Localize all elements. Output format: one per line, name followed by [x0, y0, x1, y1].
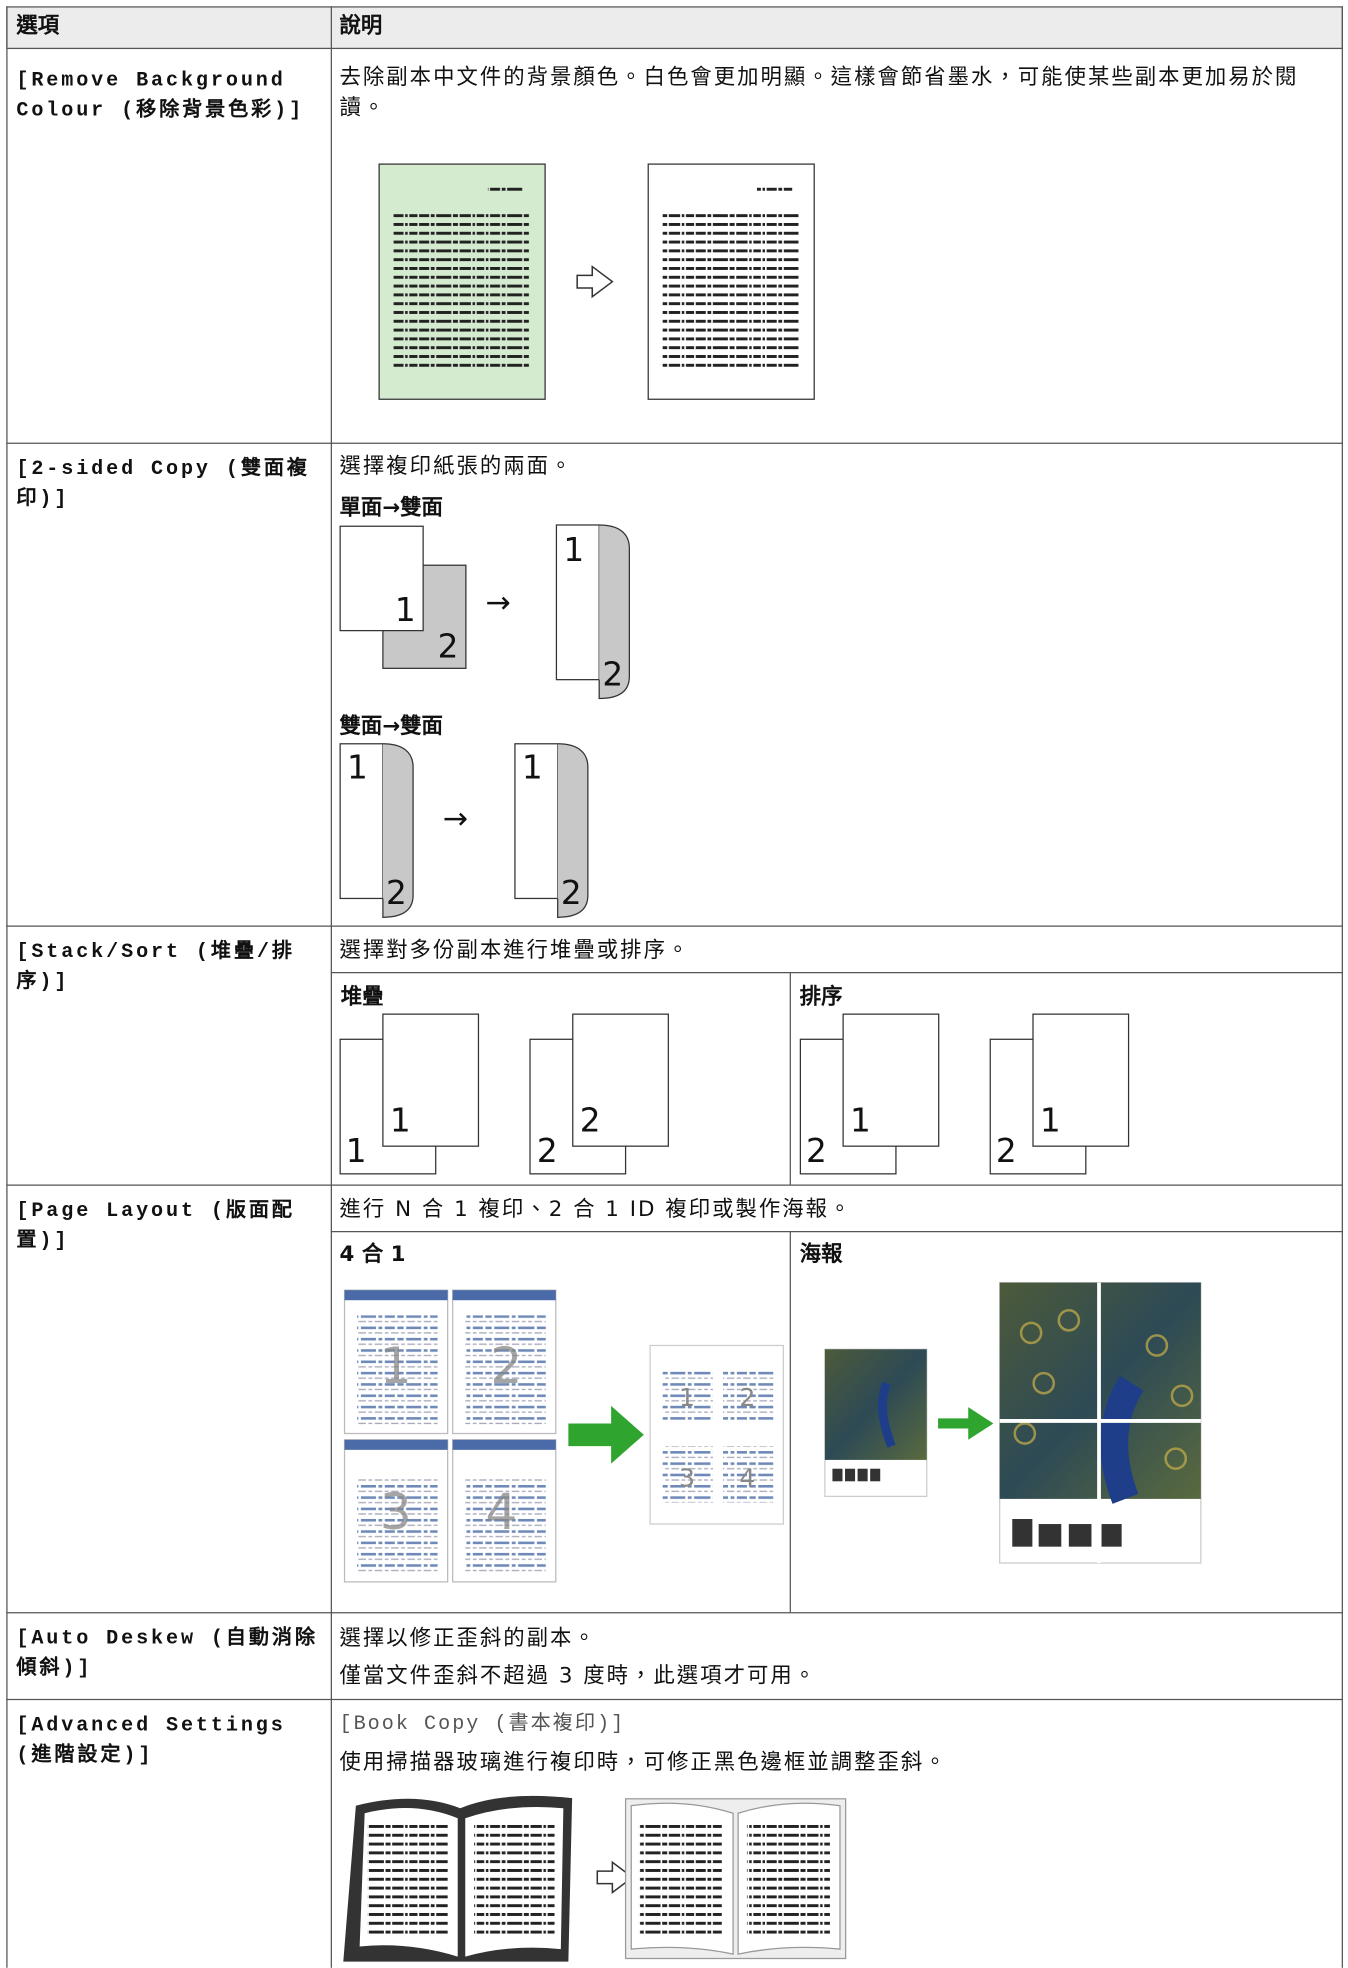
- page-number: 1: [390, 1102, 411, 1140]
- page-number: 2: [537, 1132, 558, 1170]
- description: 去除副本中文件的背景顏色。白色會更加明顯。這樣會節省墨水，可能使某些副本更加易於…: [339, 65, 1299, 121]
- page-number: 2: [386, 874, 407, 912]
- page-number: 1: [347, 748, 368, 786]
- page-number: 1: [563, 531, 584, 569]
- header-description: 說明: [339, 13, 383, 39]
- poster-figure: [824, 1281, 1202, 1564]
- page-number: 1: [679, 1383, 695, 1412]
- page-number: 1: [346, 1132, 367, 1170]
- option: [Stack/Sort (堆疊/排序)]: [16, 940, 295, 994]
- page-number: 2: [602, 655, 623, 693]
- page-number: 1: [850, 1102, 871, 1140]
- page-number: 2: [490, 1336, 522, 1395]
- panel-label: 堆疊: [340, 984, 384, 1010]
- arrow: →: [485, 585, 510, 620]
- page-number: 3: [679, 1463, 695, 1492]
- description: 僅當文件歪斜不超過 3 度時，此選項才可用。: [339, 1663, 818, 1689]
- page-number: 2: [580, 1102, 601, 1140]
- option: [Remove Background Colour (移除背景色彩)]: [16, 69, 305, 122]
- arrow: →: [443, 802, 468, 837]
- setting: [Book Copy (書本複印)]: [339, 1712, 626, 1736]
- option: [2-sided Copy (雙面複印)]: [16, 457, 310, 511]
- table-lines: [6, 6, 1343, 1968]
- book-copy-figure: [343, 1795, 847, 1962]
- header-option: 選項: [16, 13, 60, 39]
- curl-page: [514, 743, 589, 918]
- option: [Advanced Settings (進階設定)]: [16, 1713, 286, 1767]
- panel-label: 4 合 1: [339, 1242, 406, 1268]
- option: [Auto Deskew (自動消除傾斜)]: [16, 1627, 318, 1680]
- curl-page: [339, 743, 414, 918]
- description: 進行 N 合 1 複印、2 合 1 ID 複印或製作海報。: [339, 1197, 853, 1223]
- stack-sort-figure: [339, 1013, 1130, 1175]
- figure-label: 雙面→雙面: [339, 714, 443, 740]
- page-number: 1: [1040, 1102, 1061, 1140]
- page-number: 2: [996, 1132, 1017, 1170]
- page-number: 2: [438, 628, 459, 666]
- curl-page: [555, 524, 630, 700]
- description: 選擇複印紙張的兩面。: [339, 453, 574, 480]
- description: 選擇對多份副本進行堆疊或排序。: [339, 938, 691, 964]
- page-number: 2: [806, 1132, 827, 1170]
- four-in-one-figure: 1 2 3 4 1 2 3 4: [343, 1289, 785, 1583]
- panel-label: 排序: [799, 984, 843, 1010]
- page-number: 3: [380, 1482, 412, 1541]
- page-number: 1: [380, 1336, 412, 1395]
- page-number: 4: [739, 1463, 755, 1492]
- figure-label: 單面→雙面: [339, 495, 443, 521]
- panel-label: 海報: [799, 1242, 843, 1268]
- description: 選擇以修正歪斜的副本。: [339, 1625, 597, 1652]
- page-number: 1: [522, 748, 543, 786]
- stack-sort-numbers: 1 1 2 2 2 1 2 1: [346, 1102, 1061, 1170]
- page-number: 1: [395, 591, 416, 629]
- option: [Page Layout (版面配置)]: [16, 1199, 295, 1253]
- page-number: 2: [561, 874, 582, 912]
- remove-background-figure: [378, 163, 815, 400]
- two-sided-figure: 1 2 → 1 2 1 2 → 1 2: [339, 524, 630, 918]
- page-number: 2: [739, 1383, 755, 1412]
- description: 使用掃描器玻璃進行複印時，可修正黑色邊框並調整歪斜。: [339, 1750, 948, 1776]
- page-number: 4: [485, 1482, 517, 1541]
